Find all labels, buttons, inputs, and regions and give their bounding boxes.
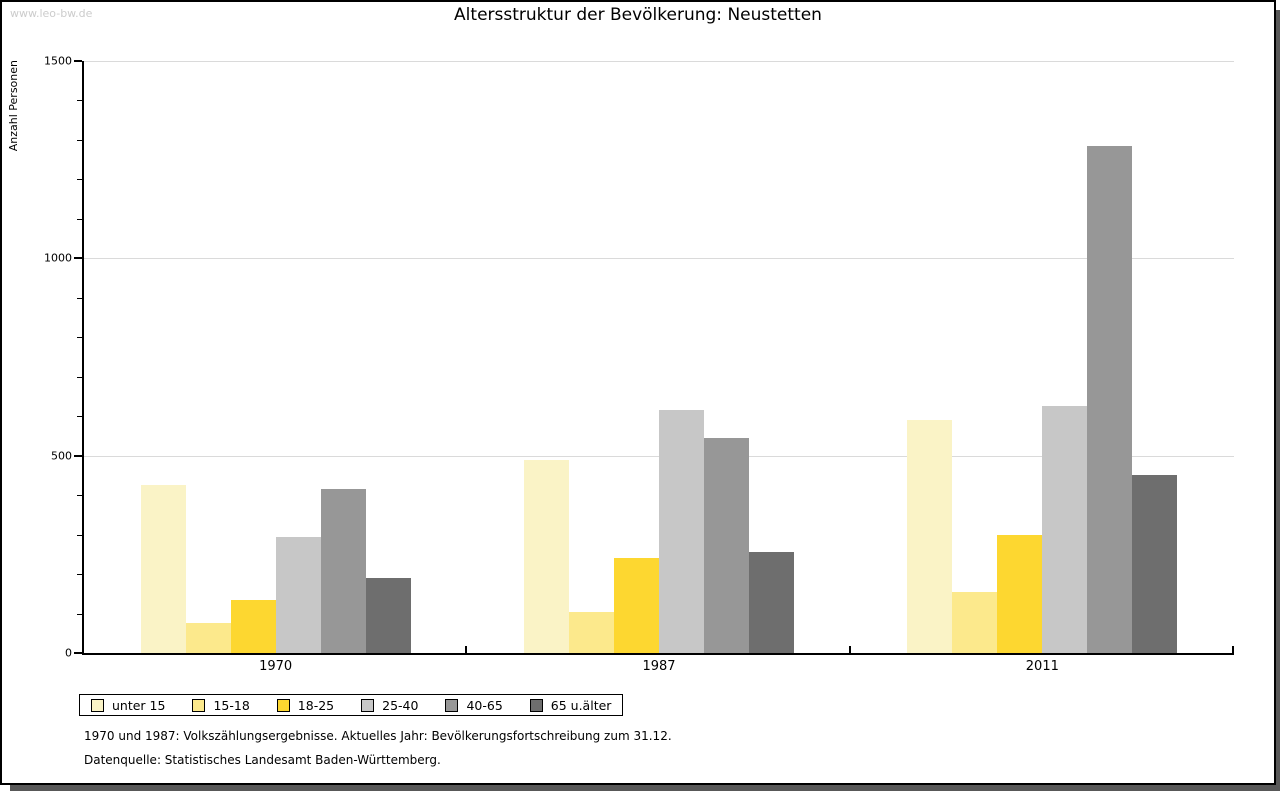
grid-line xyxy=(84,258,1234,260)
window-shadow-right xyxy=(1276,10,1280,791)
legend-label: 25-40 xyxy=(382,697,419,713)
y-minor-tick xyxy=(77,337,82,339)
bar xyxy=(704,437,749,653)
bar xyxy=(749,552,794,653)
y-minor-tick xyxy=(77,139,82,141)
bar xyxy=(185,623,231,653)
legend-item: 65 u.älter xyxy=(529,697,612,713)
y-minor-tick xyxy=(77,495,82,497)
bar xyxy=(275,536,321,653)
legend-label: 40-65 xyxy=(466,697,503,713)
y-minor-tick xyxy=(77,179,82,181)
legend-swatch xyxy=(361,698,375,712)
legend-label: 65 u.älter xyxy=(550,697,612,713)
y-minor-tick xyxy=(77,100,82,102)
y-axis-title: Anzahl Personen xyxy=(7,60,20,152)
x-category-label: 1970 xyxy=(259,659,293,674)
y-tick-label: 500 xyxy=(51,449,72,463)
bar xyxy=(1132,475,1178,653)
legend-swatch xyxy=(192,698,206,712)
legend-item: 40-65 xyxy=(445,697,503,713)
legend-item: unter 15 xyxy=(91,698,165,713)
x-tick xyxy=(465,646,468,653)
legend-label: 18-25 xyxy=(297,697,335,713)
bar xyxy=(524,459,569,653)
y-minor-tick xyxy=(77,218,82,220)
y-minor-tick xyxy=(77,613,82,615)
bar xyxy=(997,534,1043,653)
bar xyxy=(907,420,953,653)
bar xyxy=(1042,406,1088,653)
legend-swatch xyxy=(276,698,290,712)
x-axis-line xyxy=(82,653,1234,655)
bar xyxy=(365,578,411,653)
x-tick xyxy=(848,646,851,653)
x-tick xyxy=(1232,646,1234,653)
y-tick-label: 0 xyxy=(65,646,72,660)
bar xyxy=(320,489,366,653)
legend-item: 15-18 xyxy=(192,697,250,713)
legend-item: 25-40 xyxy=(361,698,418,713)
x-category-label: 2011 xyxy=(1025,659,1059,674)
legend-item: 18-25 xyxy=(276,697,335,713)
page-title: Altersstruktur der Bevölkerung: Neustett… xyxy=(454,5,822,25)
legend-label: unter 15 xyxy=(112,697,166,713)
bar xyxy=(614,558,659,653)
bar xyxy=(1087,145,1133,653)
legend-swatch xyxy=(445,698,459,712)
bar xyxy=(659,410,704,653)
y-minor-tick xyxy=(77,376,82,378)
legend-label: 15-18 xyxy=(213,697,250,713)
legend-swatch xyxy=(91,698,104,712)
bar xyxy=(140,485,186,653)
y-major-tick xyxy=(74,60,82,62)
bar xyxy=(569,611,614,653)
x-category-label: 1987 xyxy=(642,659,676,674)
y-minor-tick xyxy=(77,534,82,536)
legend: unter 15 15-18 18-25 25-40 40-65 65 u.älter xyxy=(79,694,624,716)
y-major-tick xyxy=(74,652,82,654)
y-minor-tick xyxy=(77,574,82,576)
footnote-census: 1970 und 1987: Volkszählungsergebnisse. … xyxy=(84,729,672,743)
footnote-source: Datenquelle: Statistisches Landesamt Bad… xyxy=(84,753,441,767)
y-minor-tick xyxy=(77,416,82,418)
grid-line xyxy=(84,61,1234,62)
plot-area: 0 500 1000 1500 1970 1987 2011 xyxy=(44,55,1234,674)
y-minor-tick xyxy=(77,297,82,299)
y-tick-label: 1500 xyxy=(44,54,72,68)
bar xyxy=(230,599,276,653)
watermark: www.leo-bw.de xyxy=(10,7,93,20)
y-major-tick xyxy=(74,257,82,260)
y-axis-line xyxy=(82,61,84,653)
bar xyxy=(952,591,998,653)
window-shadow-bottom xyxy=(10,785,1280,791)
y-major-tick xyxy=(74,454,82,457)
y-tick-label: 1000 xyxy=(44,251,72,265)
legend-swatch xyxy=(529,698,543,712)
